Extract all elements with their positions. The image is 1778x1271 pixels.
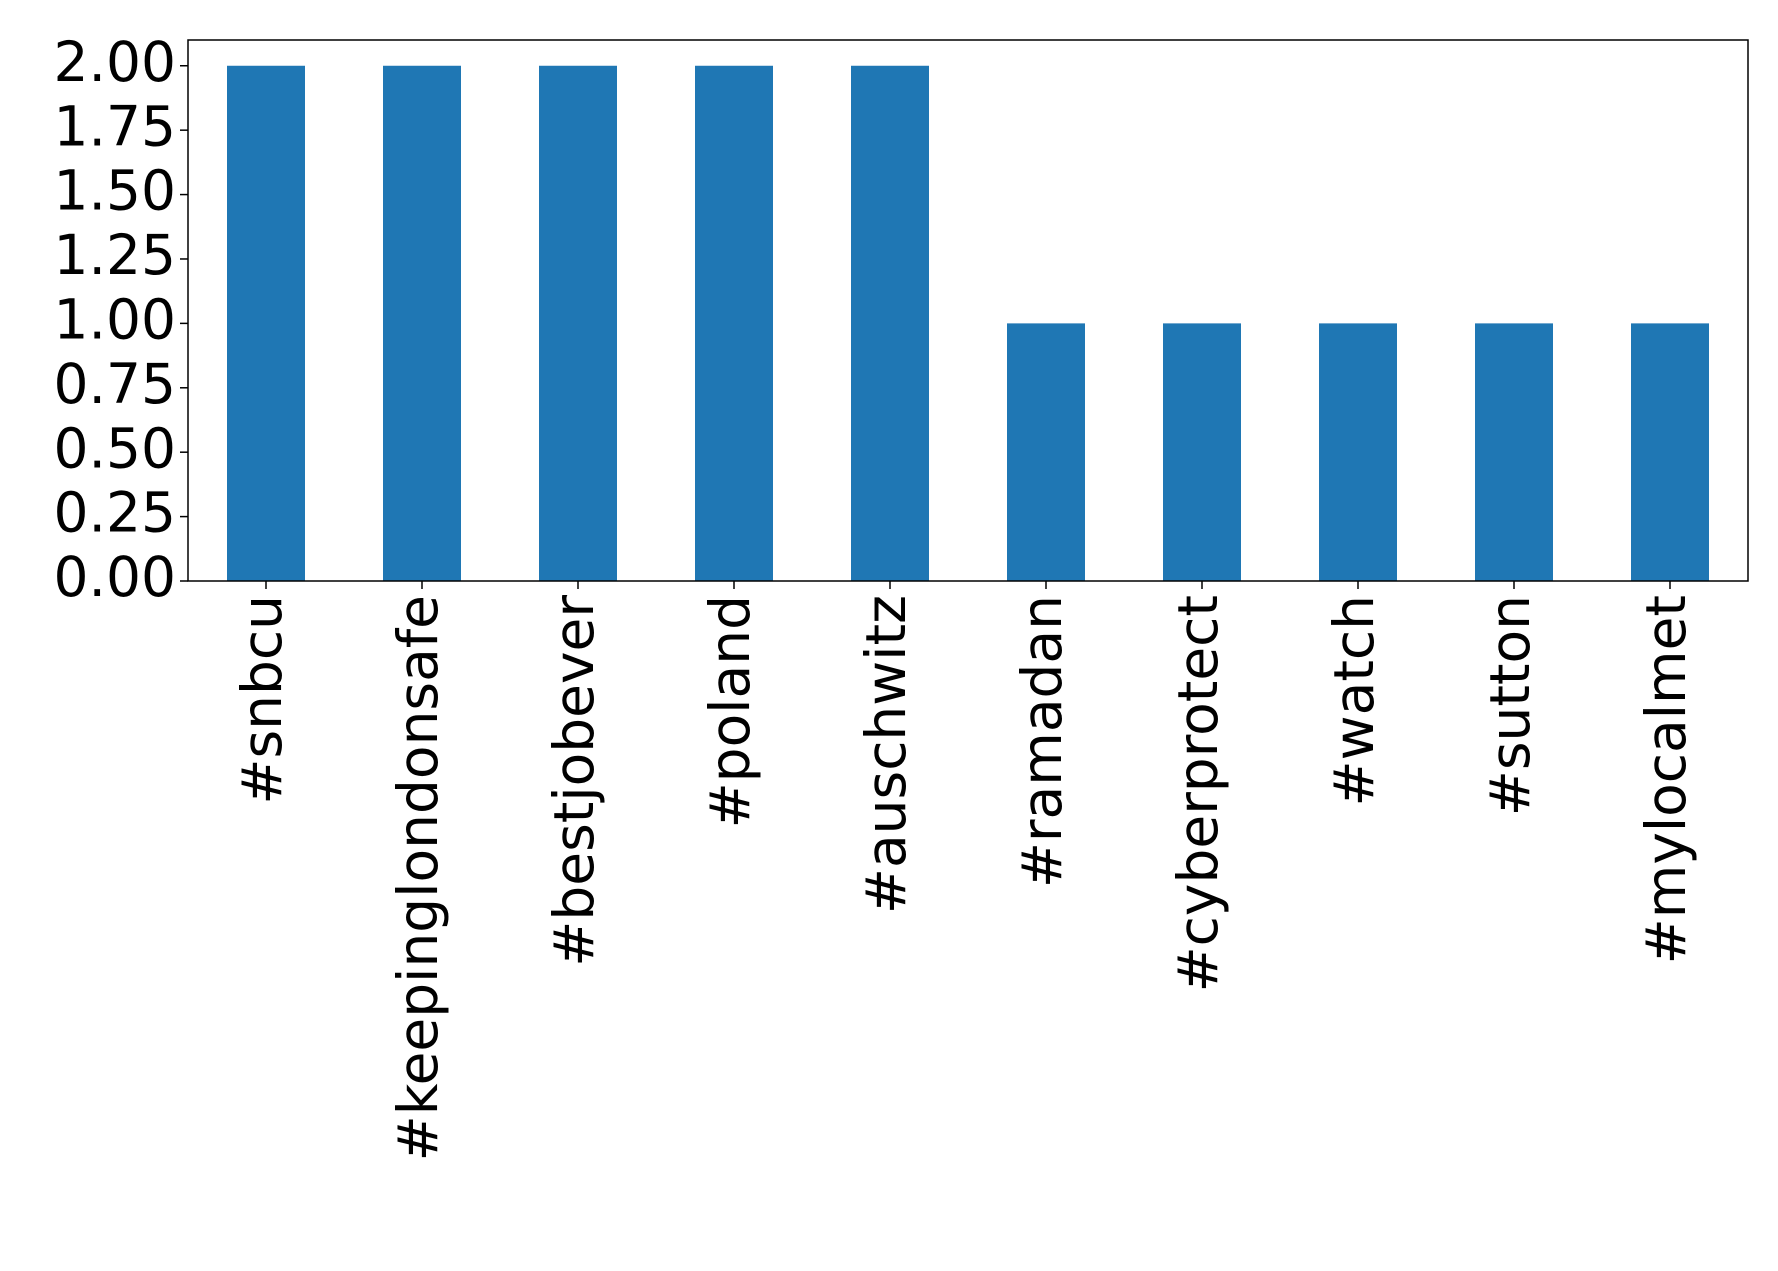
bar bbox=[1631, 323, 1709, 581]
bar bbox=[539, 65, 617, 581]
bar bbox=[851, 65, 929, 581]
bar bbox=[1007, 323, 1085, 581]
bar bbox=[1319, 323, 1397, 581]
bar bbox=[1475, 323, 1553, 581]
x-tick-label: #snbcu bbox=[230, 595, 294, 805]
x-tick-label: #bestjobever bbox=[542, 595, 606, 967]
bar bbox=[1163, 323, 1241, 581]
x-tick-label: #sutton bbox=[1478, 595, 1542, 816]
bar bbox=[227, 65, 305, 581]
x-tick-label: #cyberprotect bbox=[1166, 595, 1230, 992]
x-tick-label: #mylocalmet bbox=[1634, 595, 1698, 964]
y-tick-label: 0.75 bbox=[54, 352, 176, 416]
y-tick-label: 0.25 bbox=[54, 481, 176, 545]
bar bbox=[383, 65, 461, 581]
y-tick-label: 1.00 bbox=[54, 288, 176, 352]
x-tick-label: #ramadan bbox=[1010, 595, 1074, 888]
y-tick-label: 1.25 bbox=[54, 223, 176, 287]
y-tick-label: 1.50 bbox=[54, 159, 176, 223]
x-tick-label: #watch bbox=[1322, 595, 1386, 806]
plot-frame bbox=[187, 39, 1749, 582]
bar bbox=[695, 65, 773, 581]
x-tick-label: #poland bbox=[698, 595, 762, 828]
y-tick-label: 2.00 bbox=[54, 30, 176, 94]
x-tick-label: #auschwitz bbox=[854, 595, 918, 914]
x-tick-label: #keepinglondonsafe bbox=[386, 595, 450, 1161]
y-tick-label: 1.75 bbox=[54, 94, 176, 158]
y-tick-label: 0.50 bbox=[54, 416, 176, 480]
y-tick-label: 0.00 bbox=[54, 545, 176, 609]
